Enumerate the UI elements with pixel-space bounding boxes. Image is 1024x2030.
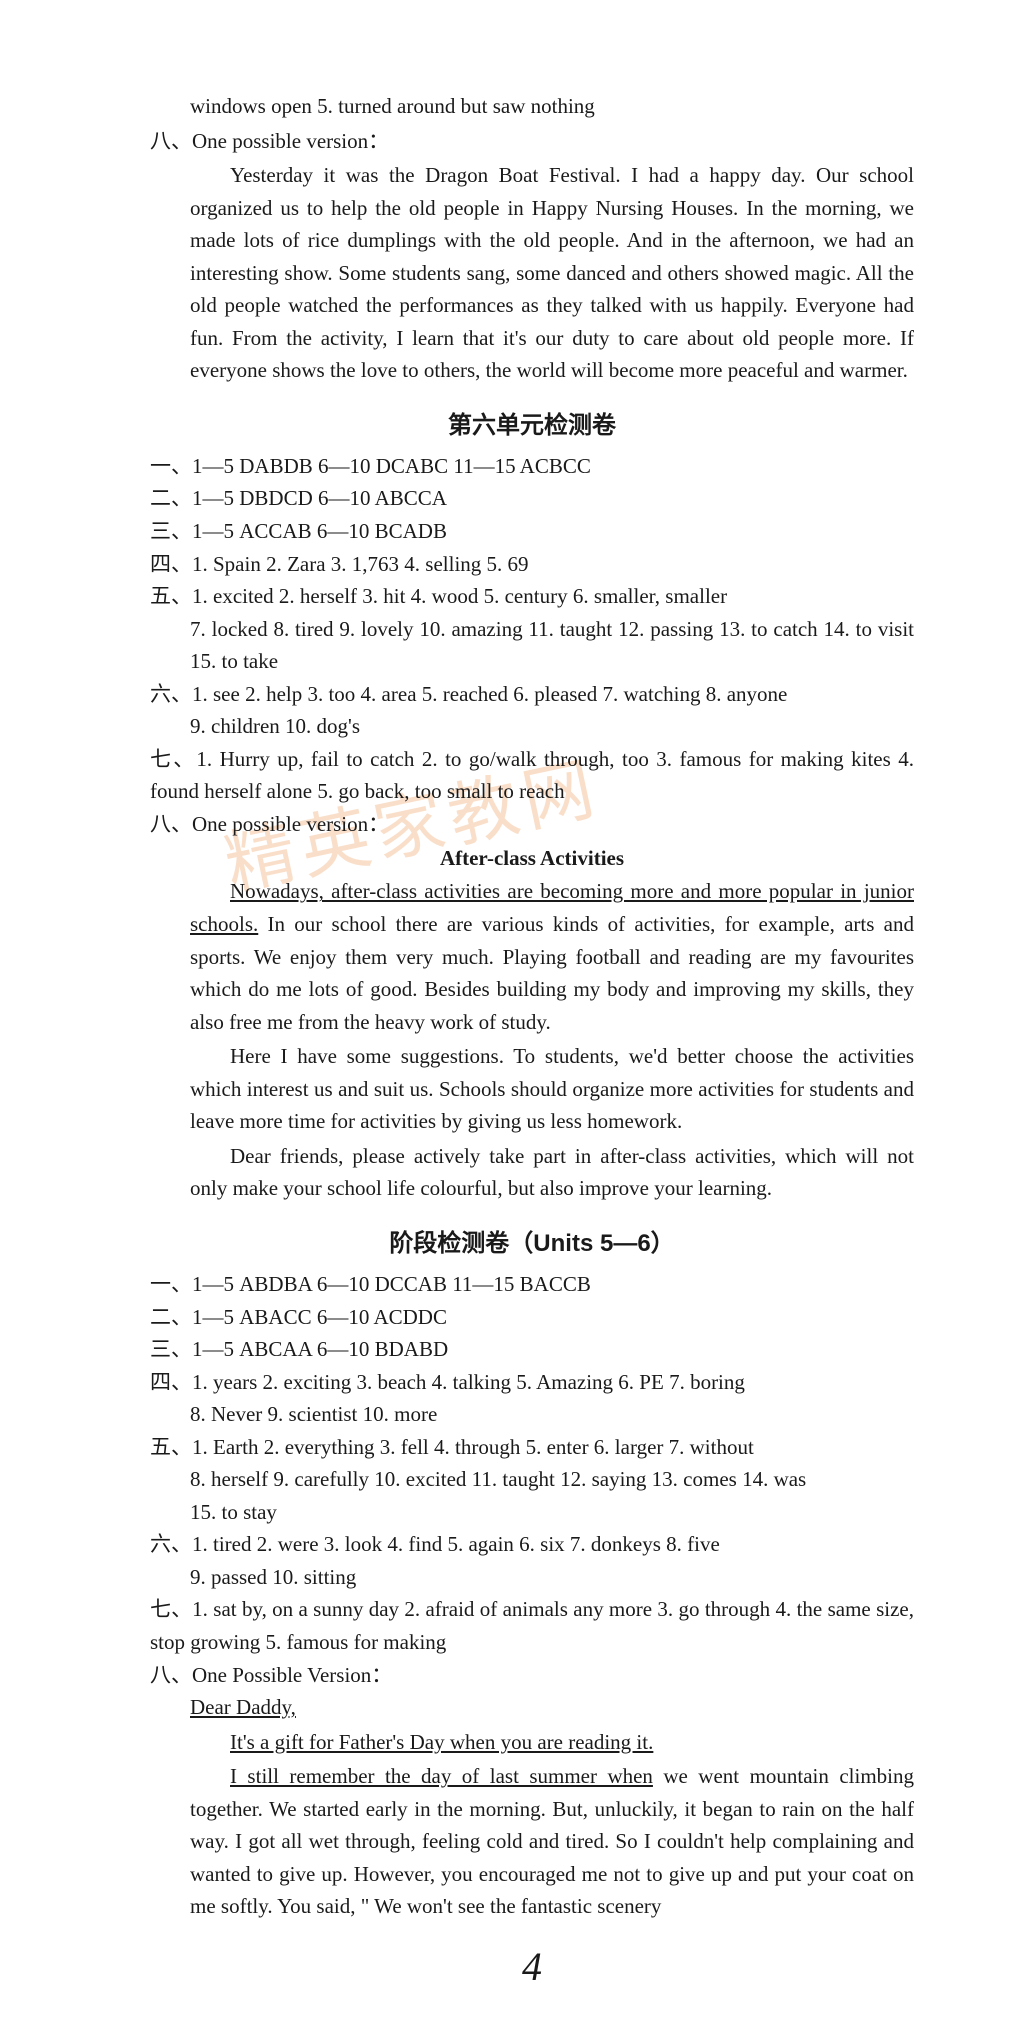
stage-essay-open: Dear Daddy, <box>150 1691 914 1724</box>
unit6-row4: 四、1. Spain 2. Zara 3. 1,763 4. selling 5… <box>150 548 914 581</box>
unit6-essay-p1-rest: In our school there are various kinds of… <box>190 912 914 1034</box>
stage-row6b: 9. passed 10. sitting <box>150 1561 914 1594</box>
stage-row6a: 六、1. tired 2. were 3. look 4. find 5. ag… <box>150 1528 914 1561</box>
unit6-row1: 一、1—5 DABDB 6—10 DCABC 11—15 ACBCC <box>150 450 914 483</box>
stage-row7a: 七、1. sat by, on a sunny day 2. afraid of… <box>150 1593 914 1658</box>
eight-label: 八、One possible version： <box>150 125 914 158</box>
unit6-essay-p2: Here I have some suggestions. To student… <box>150 1040 914 1138</box>
unit6-row5a: 五、1. excited 2. herself 3. hit 4. wood 5… <box>150 580 914 613</box>
unit6-essay-p3: Dear friends, please actively take part … <box>150 1140 914 1205</box>
stage-row5b: 8. herself 9. carefully 10. excited 11. … <box>150 1463 914 1496</box>
content: windows open 5. turned around but saw no… <box>150 90 914 1990</box>
unit6-row7a: 七、1. Hurry up, fail to catch 2. to go/wa… <box>150 743 914 808</box>
stage-title: 阶段检测卷（Units 5—6） <box>150 1223 914 1258</box>
unit6-row5b: 7. locked 8. tired 9. lovely 10. amazing… <box>150 613 914 678</box>
stage-row8: 八、One Possible Version： <box>150 1659 914 1692</box>
stage-row5a: 五、1. Earth 2. everything 3. fell 4. thro… <box>150 1431 914 1464</box>
stage-row4a: 四、1. years 2. exciting 3. beach 4. talki… <box>150 1366 914 1399</box>
stage-row1: 一、1—5 ABDBA 6—10 DCCAB 11—15 BACCB <box>150 1268 914 1301</box>
stage-essay-open-u: Dear Daddy, <box>190 1695 296 1719</box>
stage-row2: 二、1—5 ABACC 6—10 ACDDC <box>150 1301 914 1334</box>
unit6-title: 第六单元检测卷 <box>150 405 914 440</box>
page-number: 4 <box>150 1943 914 1990</box>
page-root: 精英家教网 windows open 5. turned around but … <box>0 0 1024 2030</box>
stage-row5c: 15. to stay <box>150 1496 914 1529</box>
stage-essay-p2: I still remember the day of last summer … <box>150 1760 914 1923</box>
stage-essay-p1-u: It's a gift for Father's Day when you ar… <box>230 1730 653 1754</box>
stage-row3: 三、1—5 ABCAA 6—10 BDABD <box>150 1333 914 1366</box>
stage-essay-p1: It's a gift for Father's Day when you ar… <box>150 1726 914 1759</box>
unit6-row6: 六、1. see 2. help 3. too 4. area 5. reach… <box>150 678 914 711</box>
unit6-row8: 八、One possible version： <box>150 808 914 841</box>
stage-essay-p2-u: I still remember the day of last summer … <box>230 1764 653 1788</box>
unit6-essay-title: After-class Activities <box>150 846 914 871</box>
unit6-row2: 二、1—5 DBDCD 6—10 ABCCA <box>150 482 914 515</box>
unit6-essay-p1: Nowadays, after-class activities are bec… <box>150 875 914 1038</box>
stage-row4b: 8. Never 9. scientist 10. more <box>150 1398 914 1431</box>
top-essay: Yesterday it was the Dragon Boat Festiva… <box>150 159 914 387</box>
unit6-row6b: 9. children 10. dog's <box>150 710 914 743</box>
unit6-row3: 三、1—5 ACCAB 6—10 BCADB <box>150 515 914 548</box>
cont-line: windows open 5. turned around but saw no… <box>150 90 914 123</box>
